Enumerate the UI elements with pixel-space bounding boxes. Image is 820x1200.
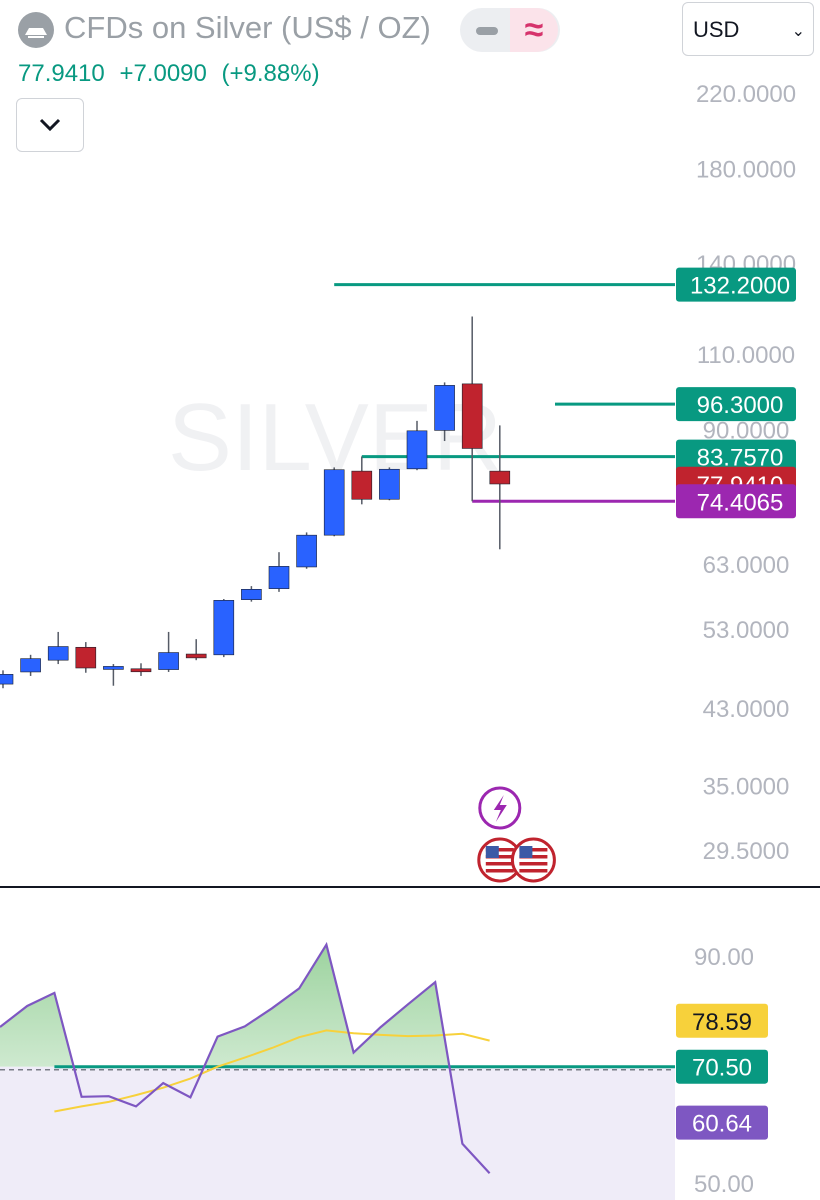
candle-body — [379, 468, 400, 500]
rsi-fill — [0, 944, 450, 1067]
price-level-label: 74.4065 — [676, 484, 796, 519]
silver-bars-icon — [18, 12, 54, 48]
candle-body — [489, 470, 511, 485]
rsi-line — [0, 941, 491, 1175]
candle-body — [103, 666, 124, 670]
flag-stripe — [485, 862, 514, 866]
candle-body — [241, 589, 262, 600]
candle-body — [351, 470, 373, 500]
price-level-label-bg — [676, 439, 796, 474]
price-level-label-bg — [676, 387, 796, 422]
lightning-glyph — [493, 795, 507, 822]
candle-body — [130, 668, 152, 673]
flag-canton — [519, 846, 533, 858]
candle-body — [20, 658, 41, 673]
candle-body — [461, 383, 483, 449]
rsi-value-label: 60.64 — [676, 1105, 768, 1140]
price-change: +7.0090 — [119, 60, 207, 87]
flag-stripe — [519, 848, 548, 852]
candle-body — [185, 653, 207, 659]
candle-body — [213, 600, 235, 656]
us-flag-icon — [477, 837, 523, 883]
currency-select[interactable]: USD ⌄ — [682, 2, 814, 56]
candle-body — [323, 469, 345, 536]
candle-body — [268, 566, 290, 589]
candle-body — [75, 646, 97, 669]
price-level-label-text: 74.4065 — [697, 489, 784, 516]
collapse-button[interactable] — [16, 98, 84, 152]
price-level-label-text: 132.2000 — [690, 273, 790, 300]
price-axis-tick: 220.0000 — [696, 81, 796, 108]
rsi-axis-tick: 90.00 — [694, 944, 754, 971]
last-price: 77.9410 — [18, 60, 105, 87]
rsi-value-label-bg — [676, 1105, 768, 1140]
flag-stripe — [485, 855, 514, 859]
candle-body — [158, 652, 179, 670]
rsi-value-label-bg — [676, 1003, 768, 1038]
price-level-label: 96.3000 — [676, 387, 796, 422]
rsi-axis-tick: 50.00 — [694, 1171, 754, 1198]
rsi-value-label: 70.50 — [676, 1049, 768, 1084]
price-quote: 77.9410 +7.0090 (+9.88%) — [18, 60, 328, 88]
chevron-down-icon — [39, 118, 61, 132]
price-axis-tick: 180.0000 — [696, 156, 796, 183]
flag-stripe — [519, 855, 548, 859]
flag-stripe — [519, 869, 548, 873]
rsi-ma-line — [54, 1029, 490, 1113]
rsi-oversold-band — [0, 1066, 675, 1200]
rsi-value-label-bg — [676, 1049, 768, 1084]
price-change-percent: (+9.88%) — [221, 60, 320, 87]
price-axis-tick: 63.0000 — [703, 552, 790, 579]
rsi-value-label-text: 78.59 — [692, 1009, 752, 1036]
price-level-label: 132.2000 — [676, 267, 796, 302]
rsi-value-label-text: 60.64 — [692, 1111, 752, 1138]
chart-header: CFDs on Silver (US$ / OZ) ≈ USD ⌄ 77.941… — [0, 0, 820, 160]
candle-body — [0, 674, 14, 685]
us-flag-icon — [510, 837, 556, 883]
price-level-label-bg — [676, 484, 796, 519]
approx-wave-icon[interactable]: ≈ — [510, 8, 558, 52]
price-axis-tick: 53.0000 — [703, 617, 790, 644]
lightning-icon — [478, 786, 522, 830]
price-level-label-text: 96.3000 — [697, 392, 784, 419]
candle-body — [296, 534, 317, 568]
candle-body — [434, 385, 455, 431]
flag-canton — [485, 846, 499, 858]
currency-label: USD — [693, 17, 740, 42]
minus-icon[interactable] — [476, 27, 498, 35]
price-axis-tick: 110.0000 — [697, 342, 795, 369]
rsi-value-label-text: 70.50 — [692, 1055, 752, 1082]
rsi-value-label: 78.59 — [676, 1003, 768, 1038]
price-level-label-bg — [676, 267, 796, 302]
price-axis-tick: 43.0000 — [703, 696, 790, 723]
price-axis-tick: 29.5000 — [703, 838, 790, 865]
flag-stripe — [519, 862, 548, 866]
candle-body — [47, 646, 69, 661]
price-axis-tick: 35.0000 — [703, 773, 790, 800]
flag-stripe — [485, 848, 514, 852]
chevron-down-icon: ⌄ — [791, 23, 805, 40]
flag-stripe — [485, 869, 514, 873]
symbol-title[interactable]: CFDs on Silver (US$ / OZ) — [64, 10, 431, 45]
candle-body — [406, 430, 428, 470]
